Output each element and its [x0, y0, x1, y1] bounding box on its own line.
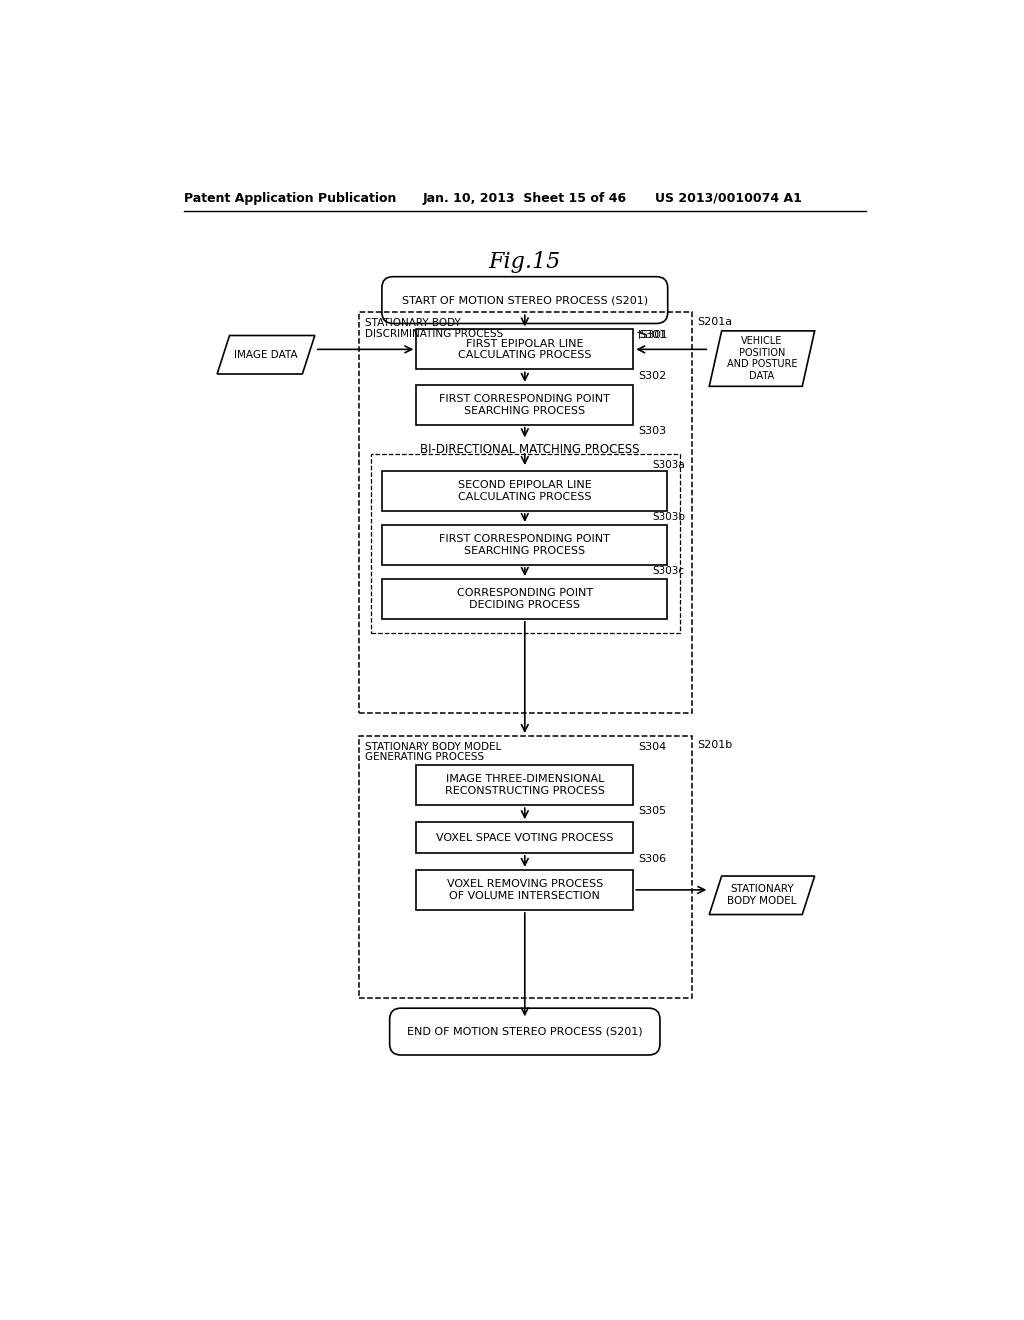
- Bar: [417, 766, 633, 805]
- Text: BI-DIRECTIONAL MATCHING PROCESS: BI-DIRECTIONAL MATCHING PROCESS: [420, 444, 640, 455]
- Text: S302: S302: [638, 371, 667, 380]
- Text: S304: S304: [638, 742, 667, 751]
- Text: GENERATING PROCESS: GENERATING PROCESS: [366, 752, 484, 763]
- Text: Jan. 10, 2013  Sheet 15 of 46: Jan. 10, 2013 Sheet 15 of 46: [423, 191, 627, 205]
- Bar: [382, 525, 668, 565]
- Text: Patent Application Publication: Patent Application Publication: [183, 191, 396, 205]
- Text: S303c: S303c: [652, 566, 684, 576]
- Text: VOXEL REMOVING PROCESS
OF VOLUME INTERSECTION: VOXEL REMOVING PROCESS OF VOLUME INTERSE…: [446, 879, 603, 900]
- Polygon shape: [710, 876, 815, 915]
- Text: S303a: S303a: [652, 459, 685, 470]
- Text: S305: S305: [638, 807, 666, 816]
- Text: Fig.15: Fig.15: [488, 251, 561, 273]
- Bar: [359, 737, 692, 998]
- Bar: [382, 579, 668, 619]
- Text: FIRST CORRESPONDING POINT
SEARCHING PROCESS: FIRST CORRESPONDING POINT SEARCHING PROC…: [439, 393, 610, 416]
- Bar: [359, 313, 692, 713]
- Text: CORRESPONDING POINT
DECIDING PROCESS: CORRESPONDING POINT DECIDING PROCESS: [457, 587, 593, 610]
- Bar: [417, 822, 633, 853]
- Text: FIRST CORRESPONDING POINT
SEARCHING PROCESS: FIRST CORRESPONDING POINT SEARCHING PROC…: [439, 535, 610, 556]
- Text: STATIONARY BODY MODEL: STATIONARY BODY MODEL: [366, 742, 502, 751]
- Text: S201a: S201a: [697, 317, 733, 326]
- FancyBboxPatch shape: [382, 277, 668, 323]
- Text: S303: S303: [638, 426, 666, 436]
- Text: VOXEL SPACE VOTING PROCESS: VOXEL SPACE VOTING PROCESS: [436, 833, 613, 842]
- Text: IMAGE DATA: IMAGE DATA: [234, 350, 298, 360]
- Bar: [382, 471, 668, 511]
- Text: END OF MOTION STEREO PROCESS (S201): END OF MOTION STEREO PROCESS (S201): [407, 1027, 643, 1036]
- FancyBboxPatch shape: [390, 1008, 659, 1055]
- Polygon shape: [217, 335, 314, 374]
- Text: S301: S301: [638, 330, 666, 341]
- Text: STATIONARY BODY: STATIONARY BODY: [366, 318, 461, 329]
- Text: START OF MOTION STEREO PROCESS (S201): START OF MOTION STEREO PROCESS (S201): [401, 296, 648, 305]
- Bar: [372, 454, 680, 632]
- Text: †S301: †S301: [637, 329, 669, 339]
- Text: SECOND EPIPOLAR LINE
CALCULATING PROCESS: SECOND EPIPOLAR LINE CALCULATING PROCESS: [458, 480, 592, 502]
- Text: STATIONARY
BODY MODEL: STATIONARY BODY MODEL: [727, 884, 797, 906]
- Bar: [417, 330, 633, 370]
- Bar: [417, 870, 633, 909]
- Bar: [417, 385, 633, 425]
- Text: US 2013/0010074 A1: US 2013/0010074 A1: [655, 191, 802, 205]
- Text: IMAGE THREE-DIMENSIONAL
RECONSTRUCTING PROCESS: IMAGE THREE-DIMENSIONAL RECONSTRUCTING P…: [444, 775, 605, 796]
- Text: S303b: S303b: [652, 512, 685, 523]
- Text: DISCRIMINATING PROCESS: DISCRIMINATING PROCESS: [366, 329, 504, 339]
- Text: S201b: S201b: [697, 741, 733, 750]
- Text: FIRST EPIPOLAR LINE
CALCULATING PROCESS: FIRST EPIPOLAR LINE CALCULATING PROCESS: [458, 338, 592, 360]
- Text: S306: S306: [638, 854, 666, 865]
- Text: VEHICLE
POSITION
AND POSTURE
DATA: VEHICLE POSITION AND POSTURE DATA: [727, 337, 798, 381]
- Polygon shape: [710, 331, 815, 387]
